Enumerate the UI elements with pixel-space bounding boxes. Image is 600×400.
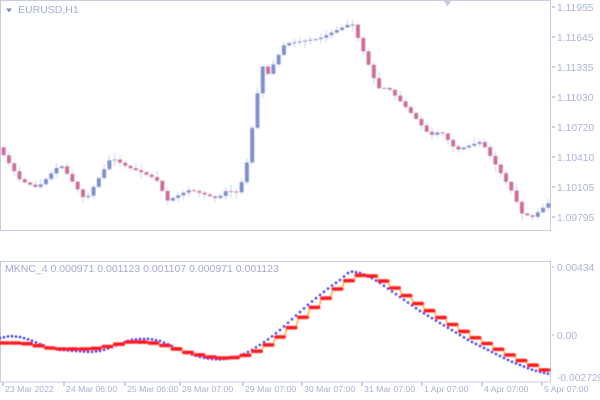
svg-text:1.09795: 1.09795 bbox=[557, 213, 594, 224]
svg-text:1.11030: 1.11030 bbox=[557, 93, 594, 104]
svg-text:-0.002729: -0.002729 bbox=[557, 373, 600, 384]
svg-text:1 Apr 07:00: 1 Apr 07:00 bbox=[424, 384, 469, 394]
svg-text:MKNC_4 0.000971 0.001123 0.001: MKNC_4 0.000971 0.001123 0.001107 0.0009… bbox=[5, 263, 279, 275]
svg-text:29 Mar 07:00: 29 Mar 07:00 bbox=[245, 384, 296, 394]
svg-text:1.11335: 1.11335 bbox=[557, 63, 594, 74]
svg-text:0.00434: 0.00434 bbox=[557, 263, 594, 274]
svg-text:31 Mar 07:00: 31 Mar 07:00 bbox=[364, 384, 415, 394]
svg-text:1.10105: 1.10105 bbox=[557, 183, 594, 194]
svg-text:23 Mar 2022: 23 Mar 2022 bbox=[5, 384, 54, 394]
svg-text:1.11645: 1.11645 bbox=[557, 33, 594, 44]
svg-text:5 Apr 07:00: 5 Apr 07:00 bbox=[544, 384, 589, 394]
svg-text:1.11955: 1.11955 bbox=[557, 3, 594, 14]
svg-text:EURUSD,H1: EURUSD,H1 bbox=[18, 4, 79, 16]
svg-text:1.10720: 1.10720 bbox=[557, 123, 594, 134]
svg-text:24 Mar 06:00: 24 Mar 06:00 bbox=[66, 384, 117, 394]
svg-text:30 Mar 07:00: 30 Mar 07:00 bbox=[304, 384, 355, 394]
svg-text:28 Mar 07:00: 28 Mar 07:00 bbox=[182, 384, 233, 394]
svg-text:0.00: 0.00 bbox=[557, 331, 577, 342]
svg-text:25 Mar 06:00: 25 Mar 06:00 bbox=[127, 384, 178, 394]
svg-text:1.10410: 1.10410 bbox=[557, 153, 594, 164]
svg-text:4 Apr 07:00: 4 Apr 07:00 bbox=[484, 384, 529, 394]
